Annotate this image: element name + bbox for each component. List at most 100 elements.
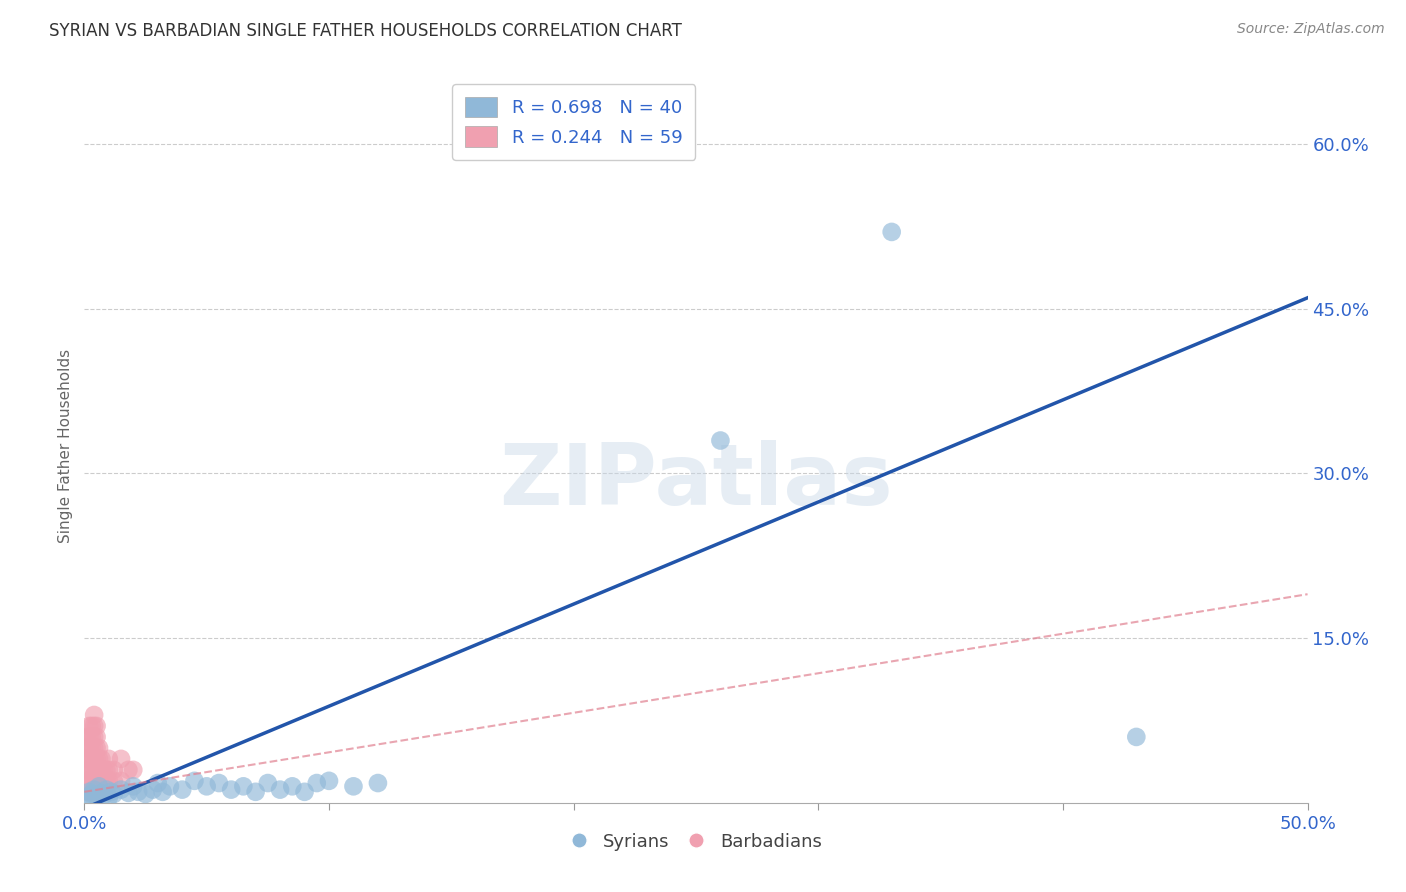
Point (83, 730, 105, 744)
Point (87, 752, 110, 766)
Point (76, 785, 98, 799)
Point (97, 773, 120, 788)
Point (257, 776, 280, 790)
Point (76, 740, 98, 755)
Point (76, 773, 98, 788)
Point (96, 782, 118, 797)
Point (342, 780, 364, 794)
Point (367, 776, 389, 790)
Point (90, 773, 112, 788)
Point (122, 780, 145, 794)
Point (709, 434, 731, 448)
Point (83, 763, 105, 777)
Point (318, 773, 340, 788)
Point (77, 763, 100, 777)
Point (80, 773, 103, 788)
Point (90, 752, 112, 766)
Point (103, 787, 125, 801)
Point (76, 730, 98, 744)
Point (86, 789, 108, 804)
Point (80, 787, 103, 801)
Point (76, 763, 98, 777)
Point (110, 782, 132, 797)
Point (87, 785, 110, 799)
Point (77, 785, 100, 799)
Point (77, 719, 100, 733)
Point (93, 785, 115, 799)
Point (90, 785, 112, 799)
Point (294, 785, 316, 799)
Point (87, 780, 110, 794)
Point (87, 763, 110, 777)
Point (83, 785, 105, 799)
Point (127, 785, 149, 799)
Text: ZIPatlas: ZIPatlas (499, 440, 893, 524)
Point (97, 763, 120, 777)
Point (152, 785, 174, 799)
Point (93, 788, 115, 802)
Point (87, 773, 110, 788)
Point (172, 782, 194, 797)
Point (93, 773, 115, 788)
Point (80, 785, 103, 799)
Point (281, 780, 304, 794)
Point (93, 763, 115, 777)
Point (245, 785, 267, 799)
Point (86, 730, 108, 744)
Point (146, 776, 169, 790)
Point (110, 773, 132, 788)
Point (97, 790, 120, 805)
Point (117, 763, 139, 777)
Text: Source: ZipAtlas.com: Source: ZipAtlas.com (1237, 22, 1385, 37)
Point (83, 752, 105, 766)
Y-axis label: Single Father Households: Single Father Households (58, 349, 73, 543)
Point (1125, 730, 1147, 744)
Point (77, 752, 100, 766)
Point (159, 780, 181, 794)
Point (86, 773, 108, 788)
Point (80, 740, 103, 755)
Point (86, 763, 108, 777)
Point (80, 719, 103, 733)
Text: SYRIAN VS BARBADIAN SINGLE FATHER HOUSEHOLDS CORRELATION CHART: SYRIAN VS BARBADIAN SINGLE FATHER HOUSEH… (49, 22, 682, 40)
Point (83, 782, 105, 797)
Point (110, 752, 132, 766)
Point (103, 763, 125, 777)
Point (96, 773, 118, 788)
Point (269, 782, 291, 797)
Point (86, 719, 108, 733)
Point (96, 785, 118, 799)
Point (86, 752, 108, 766)
Point (90, 786, 112, 800)
Point (100, 785, 122, 799)
Point (80, 752, 103, 766)
Point (83, 708, 105, 723)
Point (232, 780, 254, 794)
Point (76, 752, 98, 766)
Point (80, 730, 103, 744)
Point (219, 782, 242, 797)
Point (77, 730, 100, 744)
Point (83, 719, 105, 733)
Point (90, 763, 112, 777)
Point (86, 785, 108, 799)
Point (77, 785, 100, 799)
Point (880, 225, 903, 239)
Point (122, 763, 145, 777)
Point (86, 740, 108, 755)
Point (96, 763, 118, 777)
Point (305, 776, 328, 790)
Point (76, 794, 98, 808)
Point (195, 780, 218, 794)
Point (77, 773, 100, 788)
Point (103, 773, 125, 788)
Point (76, 790, 98, 805)
Point (97, 752, 120, 766)
Legend: Syrians, Barbadians: Syrians, Barbadians (562, 826, 830, 858)
Point (208, 776, 231, 790)
Point (83, 773, 105, 788)
Point (142, 782, 165, 797)
Point (117, 786, 139, 800)
Point (135, 787, 157, 801)
Point (80, 763, 103, 777)
